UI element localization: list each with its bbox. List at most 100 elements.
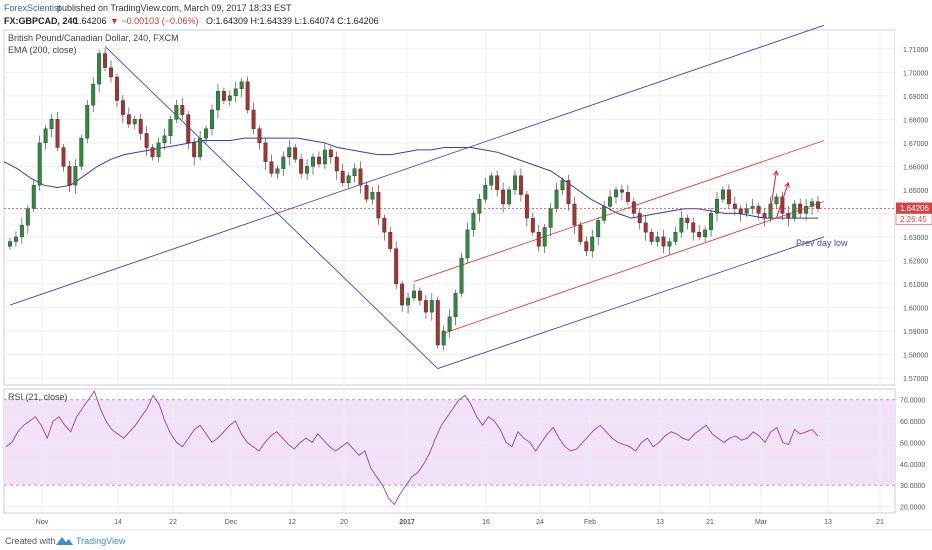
candle-down [816,201,820,209]
rsi-tick-label: 20.0000 [900,505,925,512]
candle-down [661,236,666,247]
candle-up [275,168,280,174]
candle-down [584,241,589,252]
candle-up [31,184,36,209]
rsi-line [5,390,819,506]
candle-up [679,217,684,233]
price-tick-label: 1.61000 [903,282,928,289]
candle-down [316,156,321,165]
rsi-tick-label: 60.0000 [900,419,925,426]
candle-up [554,189,559,209]
candle-down [435,300,440,346]
blue-channel-line [437,236,825,369]
candle-down [293,147,298,160]
rsi-tick-label: 70.0000 [900,398,925,405]
price-pane[interactable]: British Pound/Canadian Dollar, 240, FXCM… [3,24,896,386]
publisher-name[interactable]: ForexScientist [4,3,62,13]
candle-up [352,168,357,176]
candle-down [138,119,143,134]
candle-up [465,229,470,259]
price-axis[interactable]: 1.57000 1.58000 1.59000 1.60000 1.61000 1.620… [895,30,932,385]
arrow-layer [769,170,790,219]
chart-header: ForexScientist published on TradingView.… [4,3,379,26]
projection-arrow [775,182,789,219]
price-grid [4,30,895,385]
candle-up [459,257,464,294]
candle-down [625,192,630,202]
candle-down [400,283,405,306]
candle-up [608,196,613,207]
candle-up [198,137,203,158]
rsi-pane[interactable]: RSI (21, close) [3,388,896,514]
time-tick-label: 13 [824,519,832,526]
candle-up [210,109,214,129]
candle-up [477,199,482,214]
price-tick-label: 1.71000 [903,47,928,54]
candle-down [103,53,108,68]
candle-up [447,316,452,332]
candle-down [394,248,399,285]
candle-down [637,213,642,223]
candle-down [376,192,381,219]
candle-down [524,194,529,219]
candle-up [204,128,209,139]
candle-down [186,114,191,144]
price-tick-label: 1.60000 [903,305,928,312]
candle-up [655,236,660,242]
rsi-tick-label: 50.0000 [900,440,925,447]
time-tick-label: 13 [656,519,664,526]
time-tick-label: Feb [584,519,596,526]
candle-down [423,300,428,313]
price-tick-label: 1.66000 [903,164,928,171]
candle-down [649,231,654,242]
candle-up [79,137,84,167]
candle-up [596,220,601,238]
candle-down [495,175,500,191]
candle-down [334,156,339,172]
price-tick-label: 1.69000 [903,94,928,101]
candle-up [311,156,315,167]
time-tick-label: 20 [340,519,348,526]
candle-down [631,201,636,214]
candle-up [602,206,607,221]
candle-down [192,142,197,158]
time-axis[interactable]: Nov 14 22 Dec 12 20 2017 16 24 Feb 13 21 Mar 13 21 [36,519,884,526]
candle-up [429,300,434,313]
rsi-axis[interactable]: 20.0000 30.0000 40.0000 50.0000 60.0000 70.00… [900,398,925,512]
candle-up [720,189,725,200]
blue-channel-line [104,46,439,369]
price-tick-label: 1.59000 [903,329,928,336]
candle-up [483,184,488,200]
rsi-tick-label: 40.0000 [900,462,925,469]
candle-down [501,189,506,205]
candle-down [691,222,696,233]
candle-up [471,213,476,231]
time-tick-label: 24 [536,519,544,526]
footer: Created with TradingView [0,529,932,546]
projection-arrow-head [784,181,790,188]
candle-up [8,241,12,247]
candle-down [732,203,737,209]
candle-up [703,229,708,238]
price-tick-label: 1.58000 [903,352,928,359]
time-tick-label: 2017 [399,519,415,526]
time-tick-label: Nov [36,519,49,526]
candle-down [578,224,583,242]
price-tick-label: 1.67000 [903,141,928,148]
candle-up [406,297,411,306]
candle-up [305,166,310,174]
candle-down [619,189,624,193]
candle-up [287,147,292,158]
candle-up [542,227,547,247]
time-tick-label: 21 [706,519,714,526]
rsi-grid [4,389,895,513]
candle-up [441,330,446,346]
candle-up [233,88,238,97]
price-tick-label: 1.63000 [903,235,928,242]
projection-arrow-head [772,170,779,176]
candle-down [221,90,226,101]
time-tick-label: Dec [225,519,238,526]
candle-up [810,201,815,207]
candle-down [685,217,690,223]
tradingview-brand[interactable]: TradingView [76,536,126,546]
